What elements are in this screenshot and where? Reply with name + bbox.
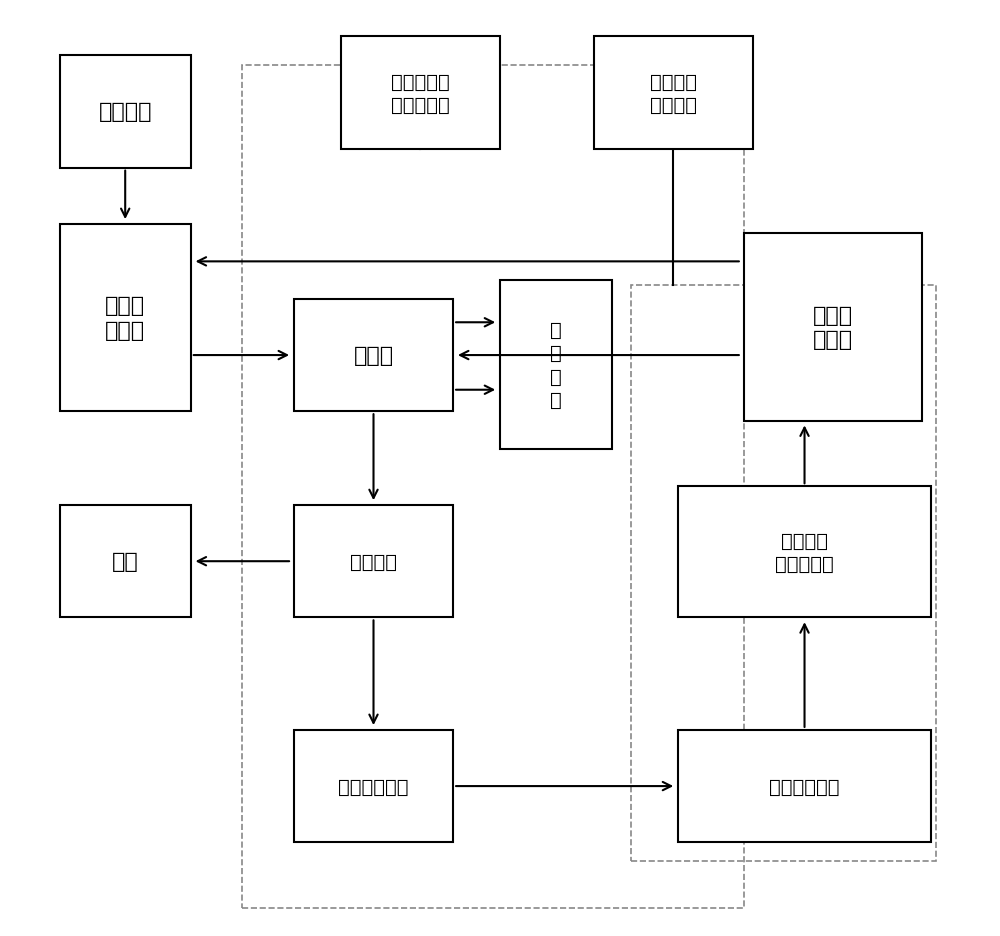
FancyBboxPatch shape: [744, 234, 922, 421]
Text: 起始点定
位控制器: 起始点定 位控制器: [650, 72, 697, 115]
FancyBboxPatch shape: [341, 37, 500, 150]
Text: 超声波传感器: 超声波传感器: [338, 777, 409, 796]
FancyBboxPatch shape: [294, 730, 453, 842]
Text: 测
速
模
块: 测 速 模 块: [550, 320, 562, 410]
FancyBboxPatch shape: [594, 37, 753, 150]
Text: 起始点识别
与定位系统: 起始点识别 与定位系统: [391, 72, 450, 115]
FancyBboxPatch shape: [678, 487, 931, 618]
FancyBboxPatch shape: [60, 56, 191, 168]
FancyBboxPatch shape: [60, 505, 191, 618]
Text: 焊枪: 焊枪: [112, 551, 139, 572]
Text: 焊接电源: 焊接电源: [98, 102, 152, 123]
FancyBboxPatch shape: [294, 505, 453, 618]
FancyBboxPatch shape: [60, 225, 191, 412]
Text: 数据采样
和分析模块: 数据采样 和分析模块: [775, 531, 834, 574]
FancyBboxPatch shape: [294, 300, 453, 412]
FancyBboxPatch shape: [678, 730, 931, 842]
Text: 信号处理模块: 信号处理模块: [769, 777, 840, 796]
FancyBboxPatch shape: [500, 281, 612, 449]
Text: 定位控
制模块: 定位控 制模块: [813, 305, 853, 350]
Text: 十字滑架: 十字滑架: [350, 552, 397, 571]
Text: 焊缝跟
踪系统: 焊缝跟 踪系统: [105, 296, 145, 341]
Text: 驱动器: 驱动器: [353, 345, 394, 366]
